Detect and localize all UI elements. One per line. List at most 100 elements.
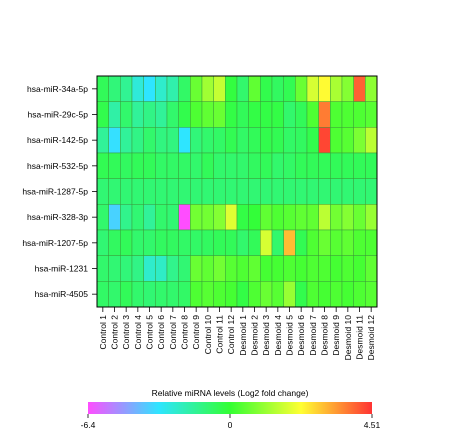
heatmap-cell (225, 127, 238, 154)
heatmap-cell (143, 281, 156, 308)
heatmap-cell (190, 101, 203, 128)
heatmap-cell (131, 127, 144, 154)
heatmap-cell (213, 178, 226, 205)
heatmap-cell (260, 204, 273, 231)
heatmap-cell (271, 127, 284, 154)
heatmap-cell (178, 152, 191, 179)
heatmap-cell (330, 204, 343, 231)
colorbar-ticks: -6.4 0 4.51 (81, 414, 381, 430)
heatmap-cell (295, 229, 308, 256)
heatmap-cell (271, 152, 284, 179)
heatmap-cell (318, 281, 331, 308)
heatmap-cell (225, 75, 238, 102)
heatmap-cell (318, 152, 331, 179)
heatmap-cell (96, 281, 109, 308)
heatmap-cell (271, 204, 284, 231)
heatmap-cell (131, 281, 144, 308)
heatmap-cell (120, 75, 133, 102)
heatmap-cell (248, 75, 261, 102)
heatmap-cell (190, 127, 203, 154)
heatmap-cell (283, 204, 296, 231)
column-label: Desmoid 3 (261, 315, 271, 356)
heatmap-cell (155, 75, 168, 102)
heatmap-cell (166, 152, 179, 179)
heatmap-cell (166, 204, 179, 231)
heatmap-cell (260, 255, 273, 282)
heatmap-cell (225, 152, 238, 179)
heatmap-cell (365, 255, 378, 282)
column-label: Control 6 (156, 315, 166, 350)
heatmap-cell (201, 127, 214, 154)
heatmap-cell (108, 255, 121, 282)
column-label: Control 1 (98, 315, 108, 350)
heatmap-cell (365, 281, 378, 308)
heatmap-cell (143, 101, 156, 128)
heatmap-cell (120, 204, 133, 231)
heatmap-cell (166, 255, 179, 282)
heatmap-cell (96, 101, 109, 128)
heatmap-cell (120, 152, 133, 179)
heatmap-cell (306, 101, 319, 128)
column-label: Desmoid 4 (273, 315, 283, 356)
row-label: hsa-miR-1231 (35, 264, 89, 274)
column-label: Control 7 (168, 315, 178, 350)
heatmap-cell (213, 152, 226, 179)
heatmap-cell (131, 204, 144, 231)
heatmap-cell (201, 101, 214, 128)
heatmap-cell (295, 204, 308, 231)
heatmap-cell (365, 204, 378, 231)
heatmap-cell (306, 204, 319, 231)
heatmap-cell (353, 204, 366, 231)
column-label: Desmoid 6 (296, 315, 306, 356)
heatmap-cell (330, 152, 343, 179)
heatmap-cell (178, 229, 191, 256)
heatmap-cell (295, 152, 308, 179)
heatmap-cell (353, 281, 366, 308)
column-label: Control 2 (110, 315, 120, 350)
heatmap-cell (330, 75, 343, 102)
heatmap-cell (120, 101, 133, 128)
heatmap-cell (225, 178, 238, 205)
heatmap-cell (225, 229, 238, 256)
column-label: Desmoid 12 (366, 315, 376, 361)
heatmap-cell (155, 255, 168, 282)
row-label: hsa-miR-328-3p (27, 212, 88, 222)
heatmap-cell (318, 204, 331, 231)
heatmap-cell (190, 204, 203, 231)
heatmap-cell (236, 204, 249, 231)
colorbar-label: Relative miRNA levels (Log2 fold change) (152, 388, 309, 398)
heatmap-cell (166, 281, 179, 308)
heatmap-cell (120, 178, 133, 205)
heatmap-cell (295, 281, 308, 308)
colorbar-tick-label: 0 (228, 420, 233, 430)
column-label: Control 12 (226, 315, 236, 354)
heatmap-cell (143, 229, 156, 256)
heatmap-cell (248, 204, 261, 231)
heatmap-cell (341, 178, 354, 205)
heatmap-cell (330, 178, 343, 205)
heatmap-cell (201, 281, 214, 308)
column-label: Control 5 (145, 315, 155, 350)
heatmap-cell (365, 229, 378, 256)
heatmap-cell (353, 101, 366, 128)
heatmap-cell (283, 101, 296, 128)
heatmap-cell (295, 101, 308, 128)
heatmap-cell (306, 75, 319, 102)
heatmap-cell (341, 281, 354, 308)
heatmap-cell (353, 178, 366, 205)
heatmap-cell (283, 178, 296, 205)
column-label: Desmoid 11 (355, 315, 365, 360)
column-labels: Control 1 Control 2 Control 3 Control 4 Cont… (98, 307, 376, 360)
heatmap-cell (166, 229, 179, 256)
heatmap-cell (178, 101, 191, 128)
row-label: hsa-miR-1207-5p (22, 238, 88, 248)
heatmap-cell (155, 229, 168, 256)
heatmap-cell (225, 204, 238, 231)
heatmap-cell (201, 204, 214, 231)
heatmap-cell (318, 75, 331, 102)
heatmap-cell (108, 204, 121, 231)
heatmap-cell (236, 229, 249, 256)
heatmap-cell (341, 229, 354, 256)
heatmap-cell (248, 178, 261, 205)
heatmap-cell (190, 152, 203, 179)
